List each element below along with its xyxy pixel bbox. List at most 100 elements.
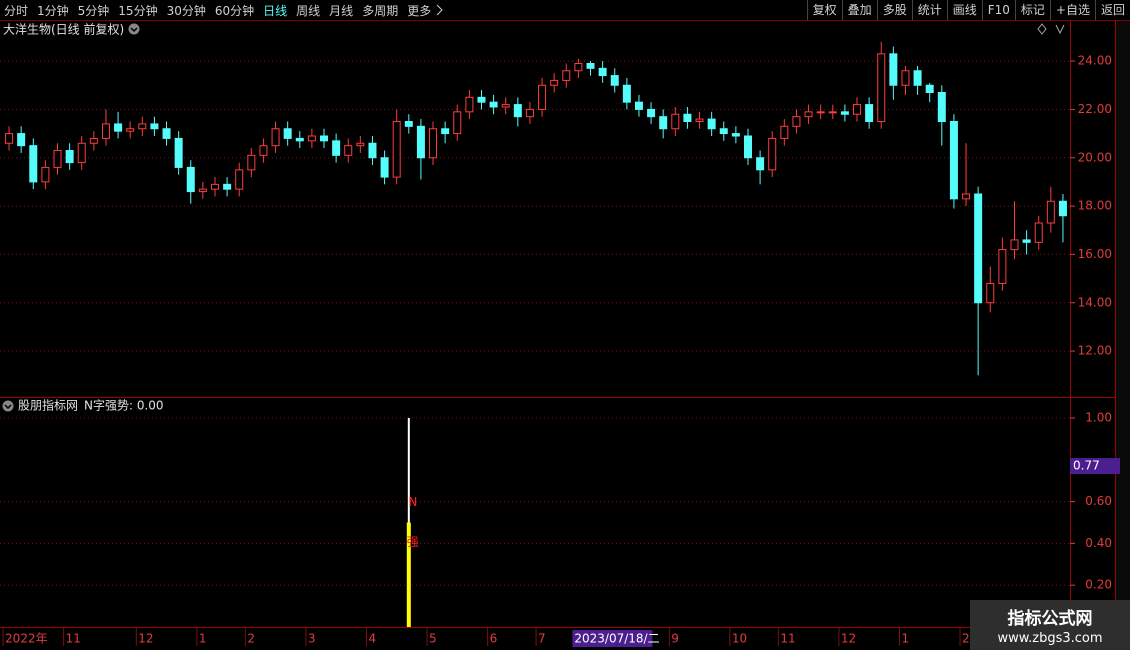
tool-buttons: 复权 叠加 多股 统计 画线 F10 标记 +自选 返回 bbox=[806, 0, 1130, 20]
candle-body bbox=[974, 193, 983, 304]
x-tick-label: 6 bbox=[490, 632, 498, 646]
candle-body bbox=[501, 104, 510, 108]
candle-body bbox=[828, 111, 837, 114]
candle-body bbox=[465, 96, 474, 113]
y-tick-label: 14.00 bbox=[1078, 295, 1112, 309]
period-tab[interactable]: 1分钟 bbox=[37, 3, 69, 18]
tool-button[interactable]: +自选 bbox=[1049, 0, 1095, 20]
tool-button[interactable]: 复权 bbox=[806, 0, 842, 20]
x-tick-label: 7 bbox=[538, 632, 546, 646]
candle-body bbox=[1010, 239, 1019, 251]
candle-body bbox=[780, 125, 789, 139]
candle-body bbox=[65, 150, 74, 164]
candle-body bbox=[174, 137, 183, 168]
period-tab[interactable]: 分时 bbox=[4, 3, 29, 18]
candle-body bbox=[77, 142, 86, 164]
candle-body bbox=[114, 123, 123, 132]
x-tick-label: 12 bbox=[841, 632, 856, 646]
tool-button[interactable]: 统计 bbox=[911, 0, 947, 20]
candle-body bbox=[671, 113, 680, 130]
candle-body bbox=[235, 169, 244, 190]
candle-body bbox=[731, 133, 740, 137]
candle-body bbox=[332, 140, 341, 156]
period-tab[interactable]: 月线 bbox=[329, 3, 354, 18]
candle-body bbox=[126, 128, 135, 132]
candle-body bbox=[816, 111, 825, 114]
y-tick-label: 22.00 bbox=[1078, 102, 1112, 116]
candle-body bbox=[937, 92, 946, 122]
chevron bbox=[436, 4, 443, 16]
period-tab[interactable]: 更多 bbox=[407, 3, 432, 18]
candle-body bbox=[513, 104, 522, 118]
candle-body bbox=[210, 183, 219, 190]
candle-body bbox=[441, 128, 450, 135]
candle-body bbox=[344, 145, 353, 156]
x-tick-label: 1 bbox=[901, 632, 909, 646]
watermark: 指标公式网 www.zbgs3.com bbox=[970, 600, 1130, 650]
candle-body bbox=[695, 118, 704, 123]
period-tab[interactable]: 60分钟 bbox=[214, 3, 255, 18]
x-tick-label: 2022年 bbox=[5, 632, 48, 646]
x-tick-label: 2023/07/18/二 bbox=[574, 632, 659, 646]
menu-icon[interactable] bbox=[128, 23, 140, 35]
candle-body bbox=[853, 104, 862, 115]
candle-body bbox=[223, 183, 232, 190]
candle-body bbox=[901, 70, 910, 86]
candle-body bbox=[634, 101, 643, 110]
candle-body bbox=[283, 128, 292, 139]
x-tick-label: 3 bbox=[308, 632, 316, 646]
x-tick-label: 2 bbox=[247, 632, 255, 646]
period-tab[interactable]: 5分钟 bbox=[77, 3, 110, 18]
period-tab[interactable]: 15分钟 bbox=[118, 3, 158, 18]
x-tick-label: 12 bbox=[138, 632, 153, 646]
candle-body bbox=[986, 282, 995, 304]
period-tab[interactable]: 日线 bbox=[263, 3, 288, 18]
indicator-value: N字强势: 0.00 bbox=[84, 398, 164, 413]
candle-body bbox=[295, 137, 304, 142]
candle-body bbox=[477, 96, 486, 103]
collapse-icon[interactable] bbox=[1055, 24, 1065, 35]
tool-button[interactable]: 标记 bbox=[1014, 0, 1050, 20]
candle-body bbox=[29, 145, 38, 183]
tool-button[interactable]: 画线 bbox=[946, 0, 982, 20]
cursor-date-bg bbox=[572, 630, 653, 647]
candle-body bbox=[792, 116, 801, 127]
period-tab[interactable]: 多周期 bbox=[362, 3, 399, 18]
candle-body bbox=[198, 188, 207, 193]
side-panel bbox=[1115, 20, 1130, 650]
candle-body bbox=[538, 84, 547, 110]
tool-button[interactable]: 返回 bbox=[1094, 0, 1130, 20]
watermark-url: www.zbgs3.com bbox=[997, 631, 1103, 646]
tool-button[interactable]: 多股 bbox=[876, 0, 912, 20]
candle-body bbox=[574, 63, 583, 72]
chart-title: 大洋生物(日线 前复权) bbox=[3, 22, 124, 37]
candle-body bbox=[259, 145, 268, 156]
diamond-icon[interactable] bbox=[1037, 23, 1047, 35]
x-tick-label: 11 bbox=[780, 632, 795, 646]
candle-body bbox=[489, 101, 498, 108]
x-tick-label: 10 bbox=[732, 632, 747, 646]
tool-button[interactable]: F10 bbox=[981, 0, 1015, 20]
candle-body bbox=[743, 135, 752, 159]
candle-body bbox=[562, 70, 571, 81]
candle-body bbox=[768, 137, 777, 171]
candle-body bbox=[962, 193, 971, 200]
signal-label: N bbox=[408, 495, 417, 509]
menu-icon[interactable] bbox=[2, 400, 14, 412]
y-tick-label: 1.00 bbox=[1085, 410, 1112, 424]
candle-body bbox=[138, 123, 147, 130]
cursor-value-bg bbox=[1070, 458, 1120, 475]
candle-body bbox=[320, 135, 329, 142]
signal-label: 强 bbox=[407, 535, 419, 549]
candle-body bbox=[186, 166, 195, 193]
candle-body bbox=[416, 125, 425, 159]
period-tab[interactable]: 30分钟 bbox=[166, 3, 206, 18]
candle-body bbox=[380, 157, 389, 178]
y-tick-label: 0.40 bbox=[1085, 536, 1112, 550]
period-tab[interactable]: 周线 bbox=[296, 3, 321, 18]
candle-body bbox=[17, 133, 26, 147]
candle-body bbox=[659, 116, 668, 130]
watermark-title: 指标公式网 bbox=[1007, 609, 1093, 629]
tool-button[interactable]: 叠加 bbox=[841, 0, 877, 20]
